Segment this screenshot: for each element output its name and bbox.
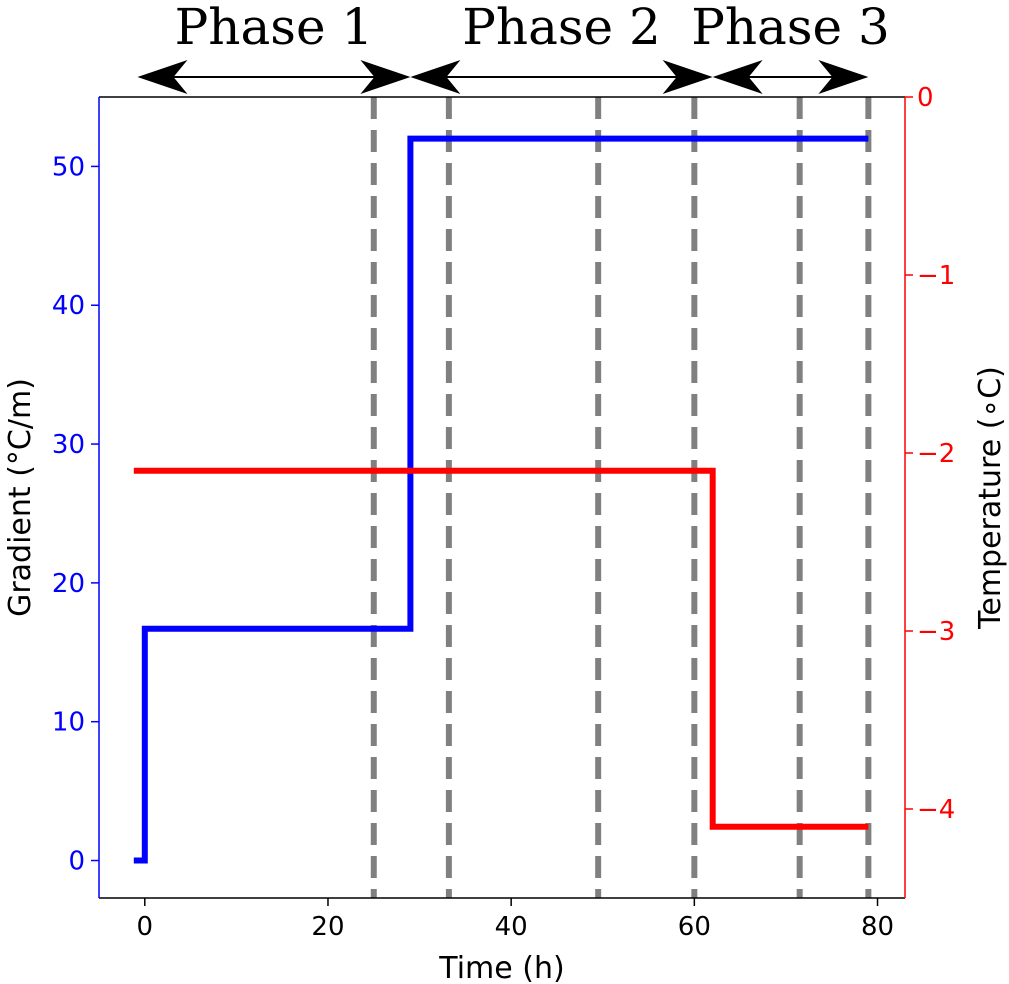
temperature-series-line: [133, 467, 869, 830]
axes: 0 20 40 60 80 0 10 20 30 40 50 0 −1 −2 −3 −4: [52, 83, 955, 942]
y-axis-right-title: Temperature (∘C): [973, 366, 1008, 630]
phase-divider-lines: [370, 97, 872, 898]
y-right-tick-label-2: −2: [917, 439, 955, 469]
series-lines: [133, 135, 869, 864]
gradient-series-line: [133, 135, 869, 864]
phase-2-label: Phase 2: [462, 0, 661, 56]
y-right-tick-label-3: −3: [917, 617, 955, 647]
y-right-tick-label-0: 0: [917, 83, 934, 113]
phase-2-annotation: Phase 2: [410, 0, 713, 94]
y-left-tick-label-40: 40: [52, 291, 85, 321]
y-left-tick-label-0: 0: [68, 847, 85, 877]
x-tick-label-60: 60: [678, 912, 711, 942]
y-axis-left-title: Gradient (°C/m): [3, 378, 38, 617]
y-right-tick-label-1: −1: [917, 261, 955, 291]
phase-3-annotation: Phase 3: [691, 0, 890, 94]
x-tick-label-40: 40: [495, 912, 528, 942]
x-tick-label-0: 0: [137, 912, 154, 942]
phase-3-arrow-head-left: [712, 60, 763, 94]
y-left-tick-label-10: 10: [52, 708, 85, 738]
phase-1-arrow-head-left: [137, 60, 188, 94]
axis-titles: Time (h) Gradient (°C/m) Temperature (∘C…: [3, 366, 1008, 984]
phase-2-arrow-head-right: [662, 60, 713, 94]
phase-1-annotation: Phase 1: [137, 0, 411, 94]
y-left-tick-label-50: 50: [52, 152, 85, 182]
x-axis-title: Time (h): [438, 951, 564, 984]
phase-3-label: Phase 3: [691, 0, 890, 56]
phase-2-arrow-head-left: [410, 60, 461, 94]
x-tick-label-80: 80: [861, 912, 894, 942]
phase-annotations: Phase 1 Phase 2 Phase 3: [137, 0, 890, 94]
phase-1-label: Phase 1: [175, 0, 374, 56]
x-tick-label-20: 20: [311, 912, 344, 942]
y-right-tick-label-4: −4: [917, 795, 955, 825]
phase-1-arrow-head-right: [360, 60, 411, 94]
phase-3-arrow-head-right: [818, 60, 869, 94]
y-left-tick-label-20: 20: [52, 569, 85, 599]
y-left-tick-label-30: 30: [52, 430, 85, 460]
